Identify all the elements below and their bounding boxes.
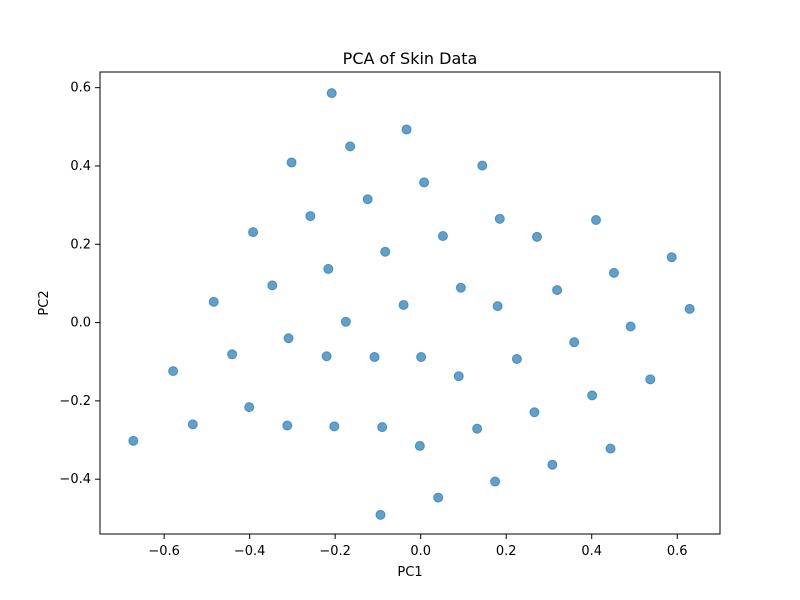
x-tick-label: −0.4 <box>234 544 266 559</box>
scatter-point <box>187 419 198 430</box>
scatter-point <box>375 509 386 520</box>
scatter-point <box>329 421 340 432</box>
scatter-point <box>494 213 505 224</box>
scatter-point <box>248 227 259 238</box>
scatter-point <box>529 407 540 418</box>
scatter-point <box>531 231 542 242</box>
scatter-point <box>323 263 334 274</box>
scatter-point <box>208 296 219 307</box>
points-layer <box>128 88 695 520</box>
y-axis-label: PC2 <box>37 290 52 315</box>
scatter-point <box>591 214 601 225</box>
x-tick-label: 0.0 <box>410 544 431 559</box>
scatter-point <box>282 420 293 431</box>
scatter-point <box>605 443 616 454</box>
scatter-point <box>321 351 332 362</box>
scatter-point <box>362 194 373 205</box>
scatter-point <box>416 352 427 363</box>
scatter-point <box>227 349 238 360</box>
scatter-point <box>552 285 563 296</box>
scatter-point <box>625 321 636 332</box>
scatter-point <box>283 333 294 344</box>
scatter-point <box>684 303 695 314</box>
y-tick-label: −0.4 <box>59 472 91 487</box>
scatter-point <box>477 160 488 171</box>
scatter-point <box>437 231 448 242</box>
chart-title: PCA of Skin Data <box>343 49 478 68</box>
scatter-point <box>492 301 503 312</box>
scatter-point <box>587 390 598 401</box>
scatter-point <box>472 423 483 434</box>
y-tick-label: −0.2 <box>59 394 91 409</box>
scatter-point <box>608 267 619 278</box>
scatter-point <box>666 252 677 263</box>
x-axis-label: PC1 <box>397 565 422 580</box>
scatter-point <box>511 353 522 364</box>
scatter-point <box>419 177 430 188</box>
x-tick-label: −0.6 <box>148 544 180 559</box>
scatter-point <box>380 246 391 257</box>
scatter-point <box>128 435 139 446</box>
x-axis: −0.6 −0.4 −0.2 0.0 0.2 0.4 0.6 <box>148 534 688 559</box>
scatter-point <box>286 157 297 168</box>
x-tick-label: −0.2 <box>319 544 351 559</box>
scatter-point <box>414 440 425 451</box>
y-tick-label: 0.4 <box>70 159 91 174</box>
y-axis: −0.4 −0.2 0.0 0.2 0.4 0.6 <box>59 81 100 487</box>
scatter-point <box>398 299 409 310</box>
scatter-point <box>345 141 356 152</box>
y-tick-label: 0.2 <box>70 237 91 252</box>
scatter-point <box>401 124 412 135</box>
y-tick-label: 0.6 <box>70 81 91 96</box>
scatter-point <box>490 476 501 487</box>
x-tick-label: 0.6 <box>667 544 688 559</box>
scatter-point <box>267 280 278 291</box>
y-tick-label: 0.0 <box>70 316 91 331</box>
scatter-point <box>453 371 464 382</box>
scatter-point <box>244 402 255 413</box>
scatter-point <box>326 88 337 99</box>
scatter-point <box>433 492 444 503</box>
scatter-point <box>369 352 380 363</box>
scatter-point <box>168 366 179 377</box>
scatter-point <box>455 282 466 293</box>
scatter-point <box>569 337 580 348</box>
scatter-point <box>340 316 351 327</box>
plot-frame <box>99 71 721 535</box>
scatter-point <box>377 422 388 433</box>
scatter-point <box>547 459 558 470</box>
x-tick-label: 0.4 <box>581 544 602 559</box>
scatter-point <box>645 374 656 385</box>
scatter-point <box>305 211 316 222</box>
x-tick-label: 0.2 <box>496 544 517 559</box>
